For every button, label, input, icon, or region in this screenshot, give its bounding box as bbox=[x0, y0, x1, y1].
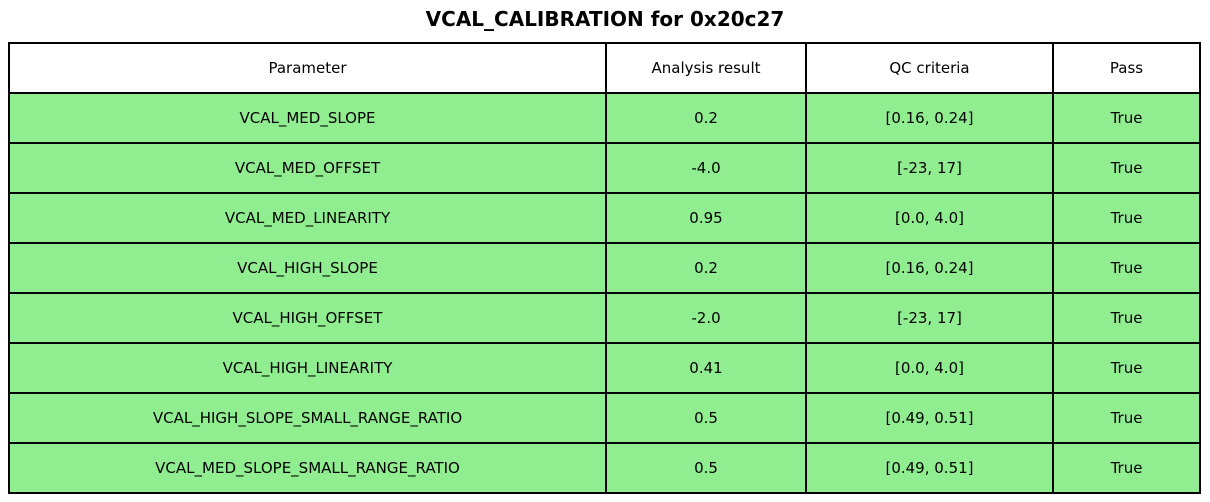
qc-results-table: Parameter Analysis result QC criteria Pa… bbox=[8, 42, 1201, 494]
cell-qc-criteria: [0.16, 0.24] bbox=[805, 242, 1054, 294]
cell-analysis-result: 0.95 bbox=[605, 192, 807, 244]
cell-pass: True bbox=[1052, 192, 1201, 244]
cell-qc-criteria: [-23, 17] bbox=[805, 292, 1054, 344]
cell-parameter: VCAL_MED_SLOPE bbox=[8, 92, 607, 144]
cell-qc-criteria: [0.49, 0.51] bbox=[805, 442, 1054, 494]
cell-qc-criteria: [-23, 17] bbox=[805, 142, 1054, 194]
cell-pass: True bbox=[1052, 142, 1201, 194]
cell-pass: True bbox=[1052, 92, 1201, 144]
cell-analysis-result: 0.2 bbox=[605, 242, 807, 294]
cell-parameter: VCAL_HIGH_SLOPE_SMALL_RANGE_RATIO bbox=[8, 392, 607, 444]
table-row: VCAL_HIGH_SLOPE 0.2 [0.16, 0.24] True bbox=[8, 242, 1201, 294]
table-row: VCAL_MED_LINEARITY 0.95 [0.0, 4.0] True bbox=[8, 192, 1201, 244]
column-header-analysis-result: Analysis result bbox=[605, 42, 807, 94]
table-row: VCAL_HIGH_SLOPE_SMALL_RANGE_RATIO 0.5 [0… bbox=[8, 392, 1201, 444]
cell-parameter: VCAL_HIGH_OFFSET bbox=[8, 292, 607, 344]
table-row: VCAL_MED_SLOPE_SMALL_RANGE_RATIO 0.5 [0.… bbox=[8, 442, 1201, 494]
table-row: VCAL_MED_OFFSET -4.0 [-23, 17] True bbox=[8, 142, 1201, 194]
cell-parameter: VCAL_HIGH_LINEARITY bbox=[8, 342, 607, 394]
cell-analysis-result: 0.2 bbox=[605, 92, 807, 144]
cell-analysis-result: 0.5 bbox=[605, 442, 807, 494]
table-body: VCAL_MED_SLOPE 0.2 [0.16, 0.24] True VCA… bbox=[8, 92, 1201, 494]
cell-pass: True bbox=[1052, 242, 1201, 294]
table-row: VCAL_HIGH_OFFSET -2.0 [-23, 17] True bbox=[8, 292, 1201, 344]
cell-pass: True bbox=[1052, 392, 1201, 444]
cell-parameter: VCAL_HIGH_SLOPE bbox=[8, 242, 607, 294]
cell-pass: True bbox=[1052, 292, 1201, 344]
cell-parameter: VCAL_MED_SLOPE_SMALL_RANGE_RATIO bbox=[8, 442, 607, 494]
cell-qc-criteria: [0.0, 4.0] bbox=[805, 192, 1054, 244]
cell-qc-criteria: [0.0, 4.0] bbox=[805, 342, 1054, 394]
cell-analysis-result: 0.41 bbox=[605, 342, 807, 394]
cell-analysis-result: -4.0 bbox=[605, 142, 807, 194]
cell-parameter: VCAL_MED_OFFSET bbox=[8, 142, 607, 194]
cell-pass: True bbox=[1052, 442, 1201, 494]
cell-pass: True bbox=[1052, 342, 1201, 394]
cell-qc-criteria: [0.49, 0.51] bbox=[805, 392, 1054, 444]
table-row: VCAL_MED_SLOPE 0.2 [0.16, 0.24] True bbox=[8, 92, 1201, 144]
cell-analysis-result: 0.5 bbox=[605, 392, 807, 444]
header-row: Parameter Analysis result QC criteria Pa… bbox=[8, 42, 1201, 94]
cell-parameter: VCAL_MED_LINEARITY bbox=[8, 192, 607, 244]
page-title: VCAL_CALIBRATION for 0x20c27 bbox=[425, 7, 785, 31]
cell-analysis-result: -2.0 bbox=[605, 292, 807, 344]
table-row: VCAL_HIGH_LINEARITY 0.41 [0.0, 4.0] True bbox=[8, 342, 1201, 394]
column-header-qc-criteria: QC criteria bbox=[805, 42, 1054, 94]
cell-qc-criteria: [0.16, 0.24] bbox=[805, 92, 1054, 144]
column-header-parameter: Parameter bbox=[8, 42, 607, 94]
column-header-pass: Pass bbox=[1052, 42, 1201, 94]
